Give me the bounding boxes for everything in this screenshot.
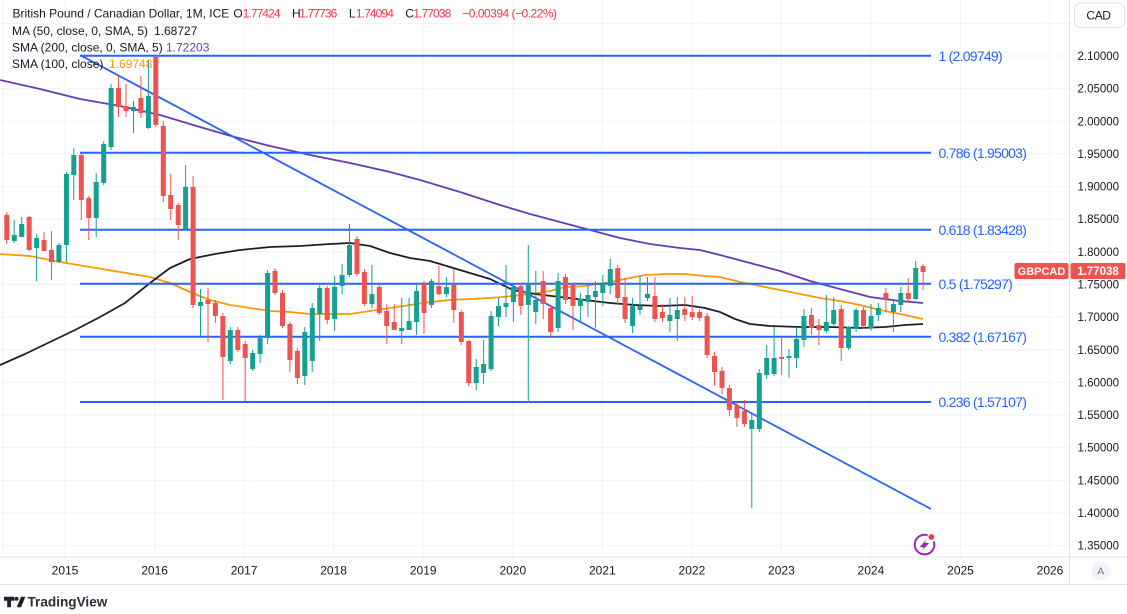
svg-text:1.40000: 1.40000 bbox=[1078, 508, 1120, 520]
svg-text:C: C bbox=[405, 6, 414, 20]
svg-text:CAD: CAD bbox=[1086, 8, 1111, 22]
svg-text:2019: 2019 bbox=[410, 564, 437, 578]
svg-text:0.618 (1.83428): 0.618 (1.83428) bbox=[939, 222, 1027, 238]
svg-text:1.45000: 1.45000 bbox=[1078, 475, 1120, 487]
svg-text:1.72203: 1.72203 bbox=[166, 41, 210, 55]
svg-text:1 (2.09749): 1 (2.09749) bbox=[939, 48, 1002, 64]
svg-text:1.68727: 1.68727 bbox=[154, 24, 198, 38]
svg-text:0.786 (1.95003): 0.786 (1.95003) bbox=[939, 145, 1027, 161]
svg-text:TradingView: TradingView bbox=[28, 594, 108, 609]
svg-text:1.70000: 1.70000 bbox=[1078, 312, 1120, 324]
svg-text:1.77736: 1.77736 bbox=[299, 6, 337, 20]
svg-text:2016: 2016 bbox=[141, 564, 168, 578]
svg-text:1.60000: 1.60000 bbox=[1078, 377, 1120, 389]
svg-text:1.35000: 1.35000 bbox=[1078, 541, 1120, 553]
svg-text:1.75000: 1.75000 bbox=[1078, 280, 1120, 292]
svg-text:SMA (200, close, 0, SMA, 5): SMA (200, close, 0, SMA, 5) bbox=[12, 41, 163, 55]
svg-text:1.90000: 1.90000 bbox=[1078, 182, 1120, 194]
svg-text:1.77038: 1.77038 bbox=[1077, 266, 1119, 278]
svg-text:2025: 2025 bbox=[947, 564, 974, 578]
svg-text:2026: 2026 bbox=[1037, 564, 1064, 578]
svg-text:0.5 (1.75297): 0.5 (1.75297) bbox=[939, 276, 1013, 292]
svg-text:2021: 2021 bbox=[589, 564, 616, 578]
svg-text:2017: 2017 bbox=[231, 564, 258, 578]
svg-text:1.77424: 1.77424 bbox=[243, 6, 281, 20]
svg-text:2.00000: 2.00000 bbox=[1078, 116, 1120, 128]
svg-text:2020: 2020 bbox=[499, 564, 526, 578]
svg-text:MA (50, close, 0, SMA, 5): MA (50, close, 0, SMA, 5) bbox=[12, 24, 148, 38]
svg-text:1.50000: 1.50000 bbox=[1078, 443, 1120, 455]
svg-text:H: H bbox=[292, 6, 301, 20]
svg-text:1.95000: 1.95000 bbox=[1078, 149, 1120, 161]
svg-text:2015: 2015 bbox=[52, 564, 79, 578]
svg-text:2018: 2018 bbox=[320, 564, 347, 578]
svg-text:2022: 2022 bbox=[679, 564, 706, 578]
svg-text:1.74094: 1.74094 bbox=[356, 6, 394, 20]
svg-text:L: L bbox=[349, 6, 356, 20]
svg-text:2.05000: 2.05000 bbox=[1078, 84, 1120, 96]
svg-text:A: A bbox=[1097, 565, 1104, 577]
svg-text:0.236 (1.57107): 0.236 (1.57107) bbox=[939, 394, 1027, 410]
svg-text:2.10000: 2.10000 bbox=[1078, 51, 1120, 63]
svg-text:1.69748: 1.69748 bbox=[109, 57, 153, 71]
svg-text:1.65000: 1.65000 bbox=[1078, 345, 1120, 357]
svg-text:2023: 2023 bbox=[768, 564, 795, 578]
svg-text:GBPCAD: GBPCAD bbox=[1018, 266, 1066, 278]
svg-text:O: O bbox=[233, 6, 242, 20]
svg-text:2024: 2024 bbox=[858, 564, 885, 578]
svg-text:1.77038: 1.77038 bbox=[413, 6, 451, 20]
svg-text:British Pound / Canadian Dolla: British Pound / Canadian Dollar, 1M, ICE bbox=[13, 6, 230, 20]
svg-text:1.85000: 1.85000 bbox=[1078, 214, 1120, 226]
svg-text:1.80000: 1.80000 bbox=[1078, 247, 1120, 259]
svg-text:1.55000: 1.55000 bbox=[1078, 410, 1120, 422]
svg-text:0.382 (1.67167): 0.382 (1.67167) bbox=[939, 329, 1027, 345]
svg-text:−0.00394 (−0.22%): −0.00394 (−0.22%) bbox=[462, 6, 557, 20]
svg-text:SMA (100, close): SMA (100, close) bbox=[12, 57, 103, 71]
